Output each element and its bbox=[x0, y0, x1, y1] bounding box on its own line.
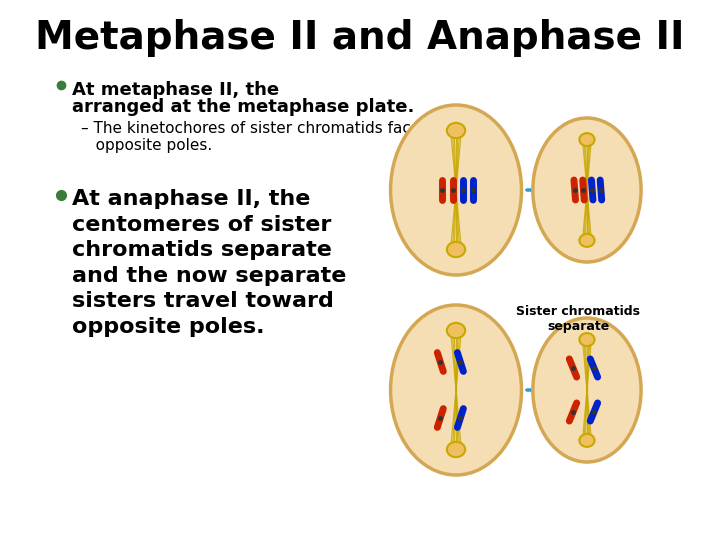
Ellipse shape bbox=[533, 118, 641, 262]
Ellipse shape bbox=[447, 442, 465, 457]
Ellipse shape bbox=[447, 242, 465, 257]
Ellipse shape bbox=[580, 434, 595, 447]
Ellipse shape bbox=[580, 234, 595, 247]
Text: At metaphase II, the: At metaphase II, the bbox=[72, 81, 285, 99]
Text: arranged at the metaphase plate.: arranged at the metaphase plate. bbox=[72, 98, 414, 116]
Ellipse shape bbox=[390, 105, 521, 275]
Text: Sister chromatids
separate: Sister chromatids separate bbox=[516, 305, 640, 333]
Ellipse shape bbox=[580, 333, 595, 346]
Text: – The kinetochores of sister chromatids face
   opposite poles.: – The kinetochores of sister chromatids … bbox=[81, 121, 420, 153]
Text: At anaphase II, the
centomeres of sister
chromatids separate
and the now separat: At anaphase II, the centomeres of sister… bbox=[72, 189, 346, 337]
Ellipse shape bbox=[447, 123, 465, 138]
Ellipse shape bbox=[447, 323, 465, 338]
Text: Metaphase II and Anaphase II: Metaphase II and Anaphase II bbox=[35, 19, 685, 57]
Ellipse shape bbox=[580, 133, 595, 146]
Ellipse shape bbox=[533, 318, 641, 462]
Ellipse shape bbox=[390, 305, 521, 475]
